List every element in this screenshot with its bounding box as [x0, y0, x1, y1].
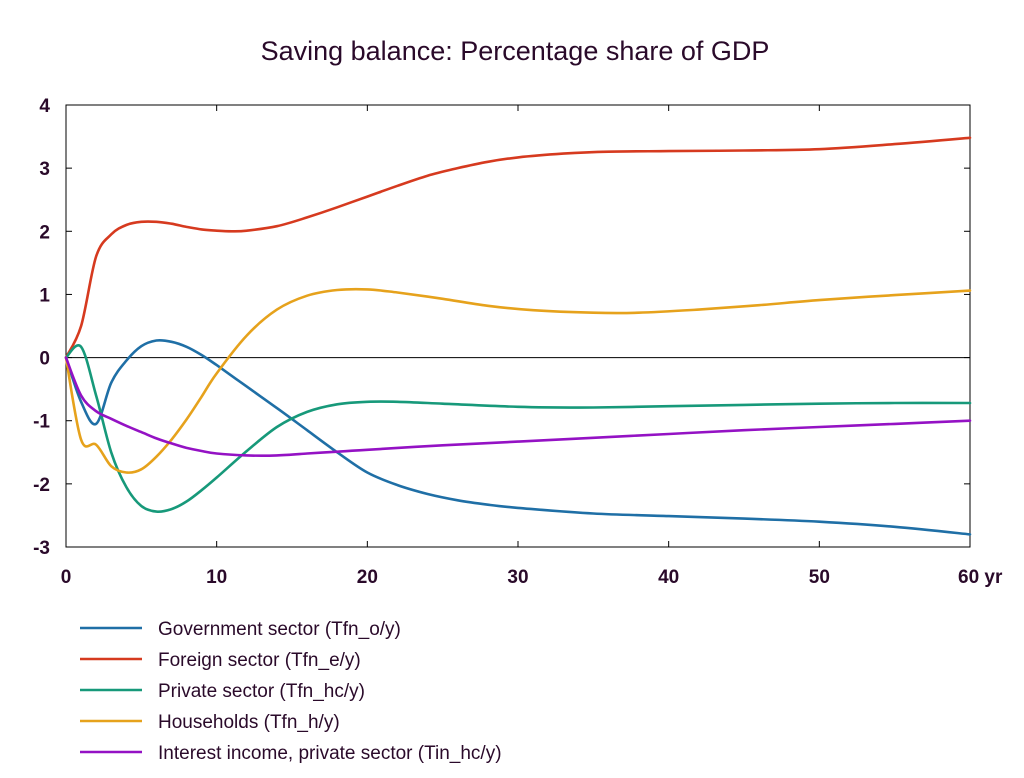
series-lines	[64, 136, 972, 536]
x-tick-label: 50	[809, 567, 830, 588]
y-axis: -3 -2 -1 0 1 2 3 4	[33, 96, 970, 559]
y-tick-label: -2	[33, 475, 50, 496]
x-axis: 0 10 20 30 40 50 60 yr	[61, 105, 1003, 588]
x-tick-label: 20	[357, 567, 378, 588]
plot-frame	[65, 104, 971, 548]
x-tick-label: 60 yr	[958, 567, 1003, 588]
legend-label: Foreign sector (Tfn_e/y)	[158, 650, 361, 671]
y-tick-label: 2	[39, 222, 50, 243]
x-tick-label: 30	[507, 567, 528, 588]
y-tick-label: 0	[39, 349, 50, 370]
series-line-4	[64, 356, 972, 457]
plot-border	[65, 104, 971, 548]
legend-item: Foreign sector (Tfn_e/y)	[80, 650, 361, 671]
legend-label: Interest income, private sector (Tin_hc/…	[158, 743, 502, 764]
legend-label: Households (Tfn_h/y)	[158, 712, 340, 733]
series-line-0	[64, 338, 972, 536]
legend-label: Private sector (Tfn_hc/y)	[158, 681, 365, 702]
series-line-3	[64, 287, 972, 474]
y-tick-label: -1	[33, 412, 50, 433]
chart-title: Saving balance: Percentage share of GDP	[261, 36, 770, 66]
legend-label: Government sector (Tfn_o/y)	[158, 619, 401, 640]
y-tick-label: -3	[33, 538, 50, 559]
x-tick-label: 40	[658, 567, 679, 588]
legend-item: Private sector (Tfn_hc/y)	[80, 681, 365, 702]
series-line-2	[64, 344, 972, 514]
x-tick-label: 0	[61, 567, 72, 588]
legend-item: Government sector (Tfn_o/y)	[80, 619, 401, 640]
x-tick-label: 10	[206, 567, 227, 588]
y-tick-label: 1	[39, 285, 50, 306]
y-tick-label: 4	[39, 96, 50, 117]
legend-item: Households (Tfn_h/y)	[80, 712, 340, 733]
y-tick-label: 3	[39, 159, 50, 180]
series-line-1	[64, 136, 972, 359]
legend-item: Interest income, private sector (Tin_hc/…	[80, 743, 502, 764]
legend: Government sector (Tfn_o/y) Foreign secto…	[80, 619, 502, 764]
